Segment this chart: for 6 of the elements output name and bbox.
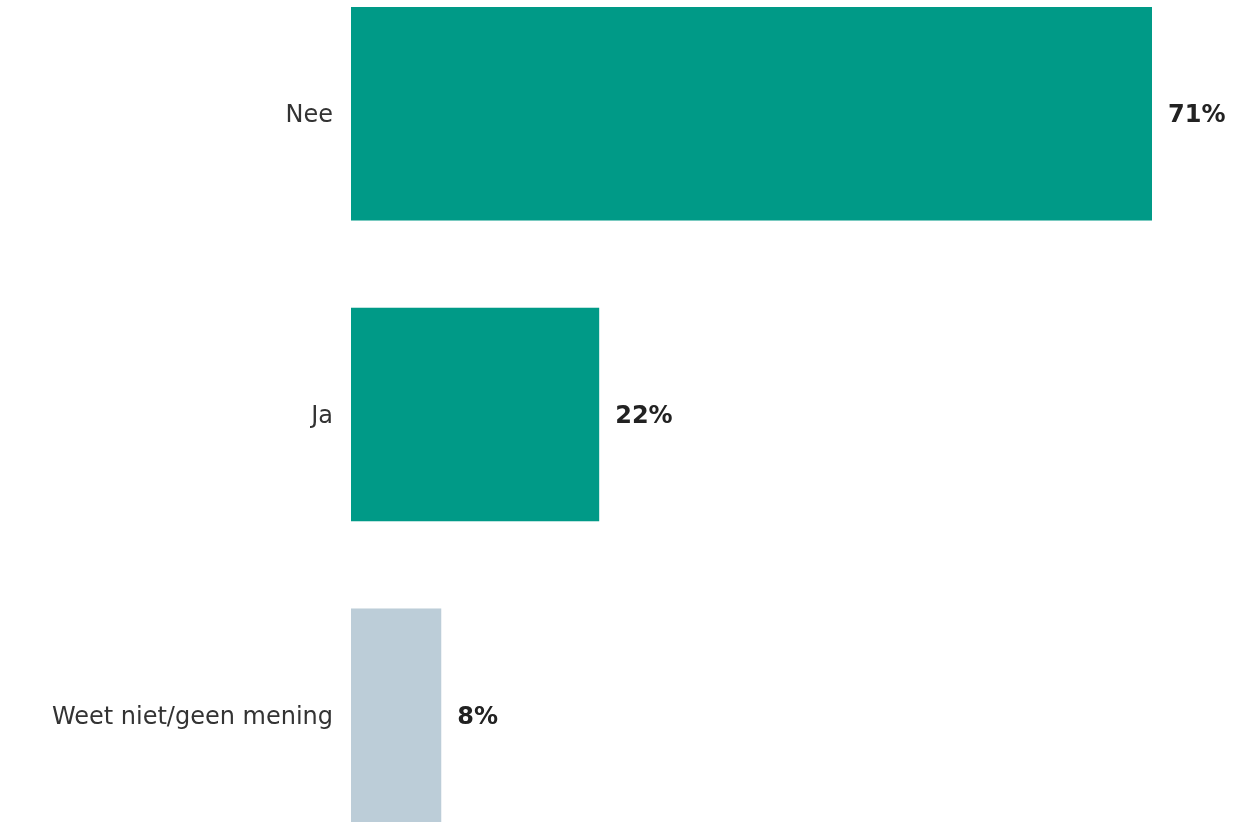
data-label: 22% bbox=[615, 400, 673, 429]
data-label: 8% bbox=[457, 701, 498, 730]
y-tick-label: Weet niet/geen mening bbox=[51, 701, 333, 730]
data-label: 71% bbox=[1168, 100, 1226, 129]
y-tick-label: Nee bbox=[285, 100, 333, 129]
y-tick-label: Ja bbox=[309, 400, 333, 429]
